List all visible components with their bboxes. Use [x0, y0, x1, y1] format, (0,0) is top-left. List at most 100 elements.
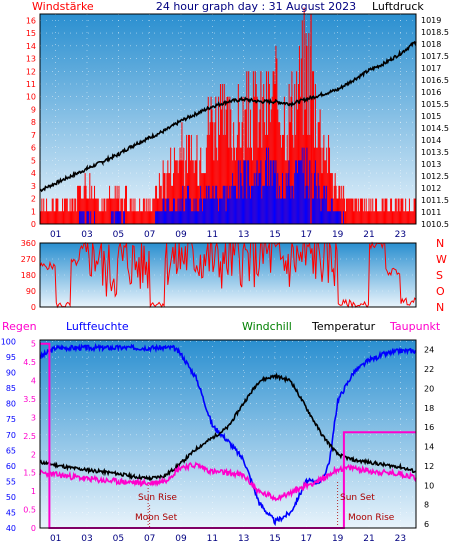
y-tick-label-rain: 3 — [31, 413, 36, 422]
y-tick-label-humidity: 80 — [6, 400, 16, 409]
y-tick-label-rain: 0.5 — [23, 506, 36, 515]
x-tick-label: 17 — [301, 534, 312, 544]
y-tick-label-humidity: 95 — [6, 353, 16, 362]
y-tick-label-temperature: 10 — [424, 481, 434, 490]
x-tick-label: 21 — [363, 534, 374, 544]
y-tick-label-direction: 270 — [21, 255, 36, 264]
y-tick-label-pressure: 1018.5 — [421, 28, 449, 37]
y-tick-label-humidity: 60 — [6, 462, 16, 471]
x-tick-label: 15 — [269, 230, 280, 240]
x-tick-label: 03 — [81, 534, 92, 544]
x-tick-label: 23 — [395, 534, 406, 544]
y-tick-label-pressure: 1012 — [421, 184, 441, 193]
y-tick-label-direction: 180 — [21, 271, 36, 280]
y-tick-label-rain: 2.5 — [23, 432, 36, 441]
y-tick-label-wind: 10 — [26, 93, 36, 102]
y-tick-label-humidity: 45 — [6, 508, 16, 517]
x-tick-label: 13 — [238, 230, 249, 240]
x-tick-label: 07 — [144, 230, 155, 240]
x-tick-label: 23 — [395, 230, 406, 240]
y-tick-label-wind: 14 — [26, 42, 36, 51]
x-tick-label: 11 — [207, 230, 218, 240]
y-tick-label-pressure: 1013.5 — [421, 148, 449, 157]
y-tick-label-wind: 1 — [31, 207, 36, 216]
y-tick-label-wind: 12 — [26, 67, 36, 76]
y-tick-label-rain: 4 — [31, 377, 36, 386]
annotation-sun-set: Sun Set — [340, 493, 375, 503]
y-tick-label-pressure: 1015 — [421, 112, 441, 121]
annotation-sun-rise: Sun Rise — [138, 493, 177, 503]
y-tick-label-humidity: 55 — [6, 477, 16, 486]
y-tick-label-temperature: 8 — [424, 501, 429, 510]
y-tick-label-pressure: 1019 — [421, 16, 441, 25]
x-tick-label: 05 — [113, 230, 124, 240]
x-tick-label: 07 — [144, 534, 155, 544]
panel-frame — [39, 13, 417, 225]
y-tick-label-humidity: 65 — [6, 446, 16, 455]
annotation-moon-set: Moon Set — [135, 513, 178, 523]
legend-rain: Regen — [2, 320, 37, 333]
x-tick-label: 19 — [332, 230, 344, 240]
y-tick-label-rain: 3.5 — [23, 395, 36, 404]
y-tick-label-temperature: 16 — [424, 423, 434, 432]
y-tick-label-wind: 16 — [26, 16, 36, 25]
y-tick-label-rain: 1 — [31, 487, 36, 496]
pressure-line — [39, 40, 417, 193]
y-tick-label-temperature: 20 — [424, 384, 434, 393]
y-tick-label-rain: 1.5 — [23, 469, 36, 478]
legend-humidity: Luftfeuchte — [66, 320, 129, 333]
y-tick-label-humidity: 75 — [6, 415, 16, 424]
x-tick-label: 09 — [175, 230, 187, 240]
y-tick-label-wind: 11 — [26, 80, 36, 89]
x-tick-label: 11 — [207, 534, 218, 544]
y-tick-label-wind: 2 — [31, 195, 36, 204]
panel-frame — [39, 242, 417, 308]
y-tick-label-pressure: 1014 — [421, 136, 441, 145]
y-tick-label-rain: 5 — [31, 340, 36, 349]
y-tick-label-pressure: 1012.5 — [421, 172, 449, 181]
y-tick-label-humidity: 70 — [6, 431, 16, 440]
legend-dewpoint: Taupunkt — [389, 320, 441, 333]
y-tick-label-direction: 90 — [26, 287, 36, 296]
wind-direction-plot-area — [40, 243, 416, 307]
humidity-line — [39, 342, 417, 527]
y-tick-label-wind: 15 — [26, 29, 36, 38]
y-tick-label-pressure: 1011 — [421, 208, 441, 217]
y-tick-label-pressure: 1014.5 — [421, 124, 449, 133]
compass-label: W — [436, 253, 447, 266]
y-tick-label-humidity: 100 — [1, 338, 16, 347]
y-tick-label-direction: 0 — [31, 303, 36, 312]
pressure-label: Luftdruck — [372, 0, 424, 13]
y-tick-label-pressure: 1010.5 — [421, 220, 449, 229]
x-tick-label: 21 — [363, 230, 374, 240]
y-tick-label-humidity: 40 — [6, 524, 16, 533]
x-tick-label: 13 — [238, 534, 249, 544]
x-tick-label: 09 — [175, 534, 187, 544]
x-tick-label: 01 — [50, 230, 61, 240]
annotation-moon-rise: Moon Rise — [348, 513, 395, 523]
y-tick-label-temperature: 6 — [424, 520, 429, 529]
compass-label: N — [436, 237, 444, 250]
x-tick-label: 15 — [269, 534, 280, 544]
dewpoint-line — [39, 461, 417, 502]
y-tick-label-wind: 6 — [31, 144, 36, 153]
y-tick-label-pressure: 1015.5 — [421, 100, 449, 109]
y-tick-label-temperature: 22 — [424, 365, 434, 374]
wind-direction-line — [39, 241, 417, 309]
y-tick-label-temperature: 14 — [424, 443, 434, 452]
y-tick-label-pressure: 1016.5 — [421, 76, 449, 85]
y-tick-label-pressure: 1017 — [421, 64, 441, 73]
temperature-line — [39, 372, 417, 482]
legend-temperature: Temperatur — [311, 320, 376, 333]
y-tick-label-temperature: 12 — [424, 462, 434, 471]
x-tick-label: 03 — [81, 230, 92, 240]
y-tick-label-pressure: 1011.5 — [421, 196, 449, 205]
y-tick-label-wind: 9 — [31, 105, 36, 114]
y-tick-label-temperature: 24 — [424, 346, 434, 355]
y-tick-label-wind: 5 — [31, 156, 36, 165]
wind-speed-label: Windstärke — [32, 0, 94, 13]
y-tick-label-wind: 8 — [31, 118, 36, 127]
legend-windchill: Windchill — [242, 320, 292, 333]
y-tick-label-pressure: 1017.5 — [421, 52, 449, 61]
